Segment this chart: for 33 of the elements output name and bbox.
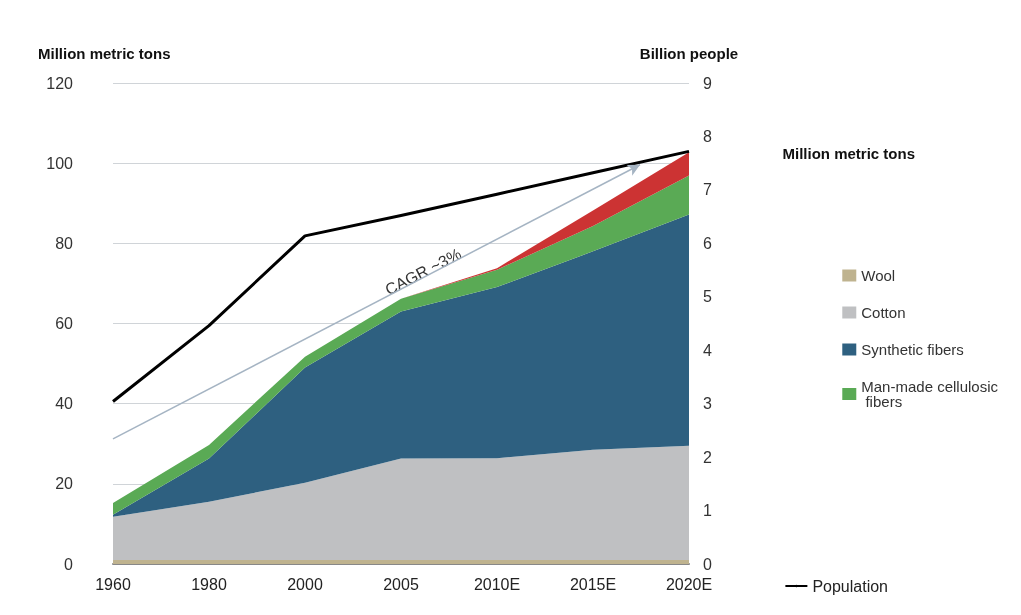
y-tick-label: 40 [55, 395, 74, 413]
x-tick-label: 1960 [95, 575, 131, 593]
y2-tick-label: 1 [703, 502, 712, 520]
y2-tick-label: 3 [703, 395, 712, 413]
y2-axis-title: Billion people [639, 45, 739, 62]
y-tick-label: 60 [55, 315, 74, 332]
y2-tick-label: 2 [703, 448, 712, 466]
y2-tick-label: 4 [703, 341, 712, 359]
x-tick-label: 2015E [569, 575, 617, 593]
legend-label: Wool [861, 267, 896, 284]
y2-tick-label: 8 [703, 127, 712, 145]
y-tick-label: 80 [55, 234, 74, 252]
x-tick-label: 2010E [473, 575, 521, 593]
y2-tick-label: 6 [703, 234, 712, 252]
y-tick-label: 120 [46, 74, 74, 92]
y-tick-label: 0 [64, 555, 74, 573]
legend-label: Cotton [861, 304, 906, 321]
legend-label: Population [812, 577, 889, 595]
y-tick-label: 100 [46, 154, 74, 172]
y2-tick-label: 5 [703, 288, 712, 306]
legend-label: Synthetic fibers [861, 341, 964, 358]
x-tick-label: 1980 [191, 575, 227, 593]
x-tick-label: 2000 [287, 575, 323, 593]
x-tick-label: 2005 [383, 575, 419, 593]
legend-label: Man-made cellulosic fibers [861, 378, 999, 410]
y-axis-title: Million metric tons [38, 45, 171, 62]
x-tick-label: 2020E [665, 575, 713, 593]
legend-title: Million metric tons [782, 145, 916, 162]
line-series [111, 149, 691, 404]
y2-tick-label: 7 [703, 181, 712, 199]
y2-tick-label: 0 [703, 555, 712, 573]
y2-tick-label: 9 [703, 74, 712, 92]
y-tick-label: 20 [55, 475, 74, 493]
